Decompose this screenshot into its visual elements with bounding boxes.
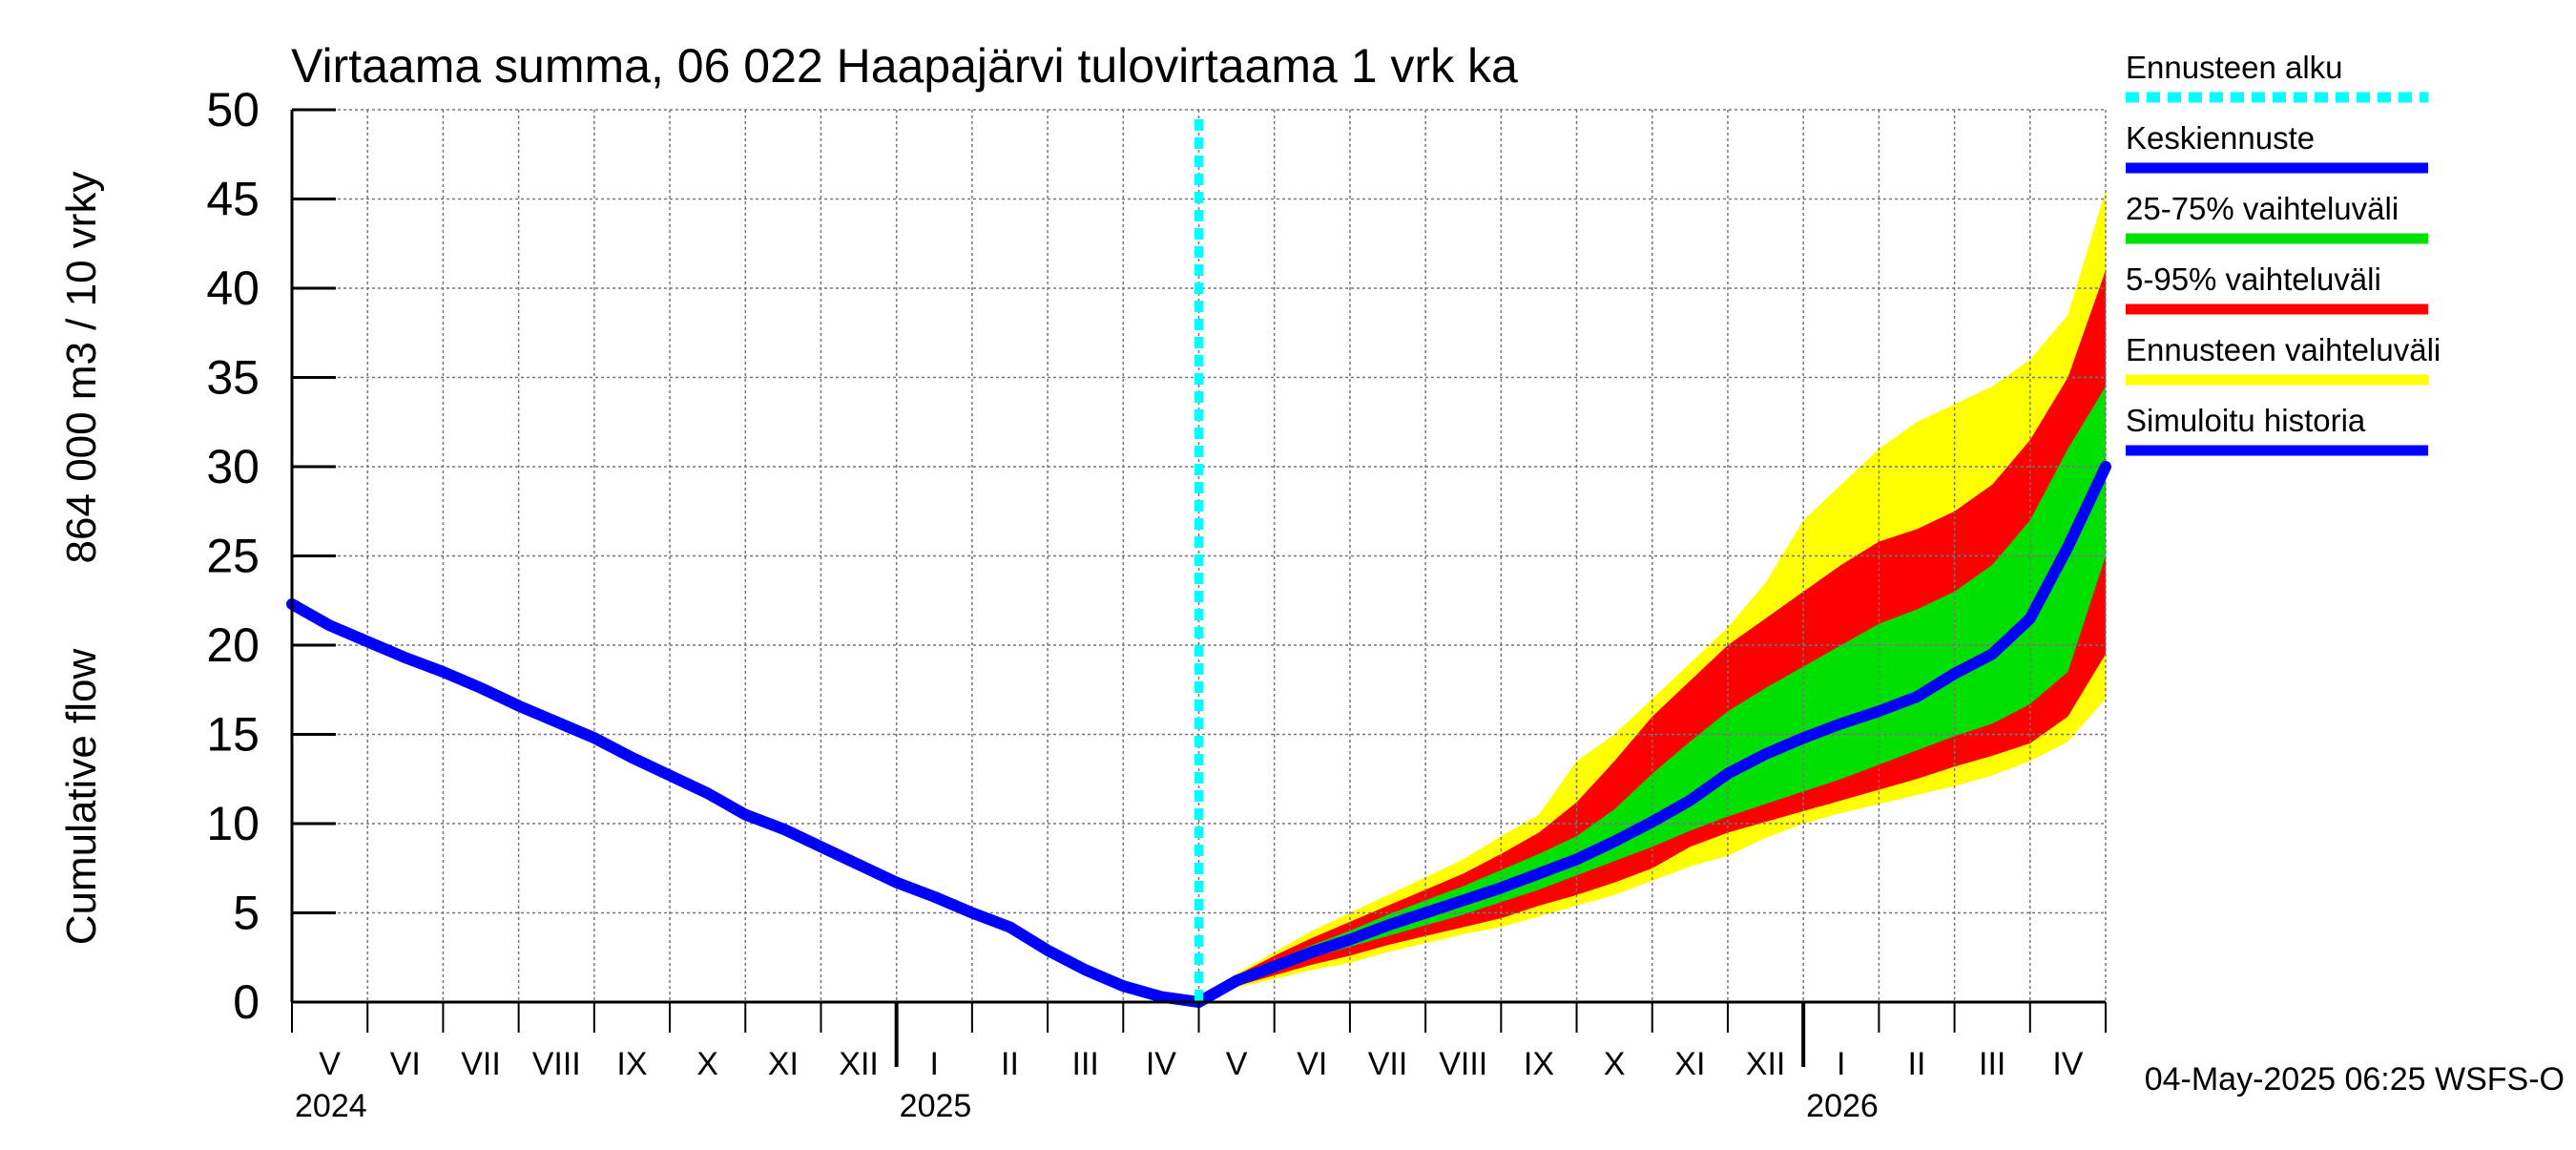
y-tick-label: 20	[206, 618, 260, 672]
month-label: XI	[768, 1046, 799, 1082]
legend-label: Simuloitu historia	[2126, 403, 2366, 438]
month-label: I	[930, 1046, 939, 1082]
legend-label: 25-75% vaihteluväli	[2126, 191, 2399, 226]
y-tick-label: 50	[206, 83, 260, 136]
legend: Ennusteen alku Keskiennuste 25-75% vaihtel…	[2126, 50, 2441, 456]
month-label: X	[1604, 1046, 1626, 1082]
y-axis-label-line2: 864 000 m3 / 10 vrky	[58, 172, 105, 564]
y-tick-label: 30	[206, 440, 260, 493]
y-tick-label: 25	[206, 530, 260, 583]
month-label: IX	[1524, 1046, 1554, 1082]
month-label: VIII	[532, 1046, 581, 1082]
month-label: VII	[461, 1046, 501, 1082]
y-tick-label: 10	[206, 797, 260, 850]
month-label: IV	[2052, 1046, 2083, 1082]
month-label: IX	[616, 1046, 647, 1082]
y-tick-label: 40	[206, 261, 260, 315]
month-label: V	[1226, 1046, 1248, 1082]
year-label: 2024	[295, 1088, 367, 1124]
month-label: IV	[1146, 1046, 1176, 1082]
year-label: 2026	[1806, 1088, 1879, 1124]
month-label: VIII	[1439, 1046, 1487, 1082]
month-label: III	[1072, 1046, 1099, 1082]
month-label: II	[1001, 1046, 1019, 1082]
footer-timestamp: 04-May-2025 06:25 WSFS-O	[2145, 1061, 2565, 1098]
month-label: XI	[1674, 1046, 1705, 1082]
month-label: III	[1979, 1046, 2005, 1082]
y-tick-label: 15	[206, 708, 260, 762]
y-tick-label: 45	[206, 173, 260, 226]
legend-label: Ennusteen vaihteluväli	[2126, 332, 2441, 367]
history-line	[286, 598, 1205, 1008]
month-label: VI	[1297, 1046, 1327, 1082]
month-label: VII	[1368, 1046, 1408, 1082]
month-label: V	[319, 1046, 341, 1082]
month-label: VI	[390, 1046, 421, 1082]
month-label: I	[1837, 1046, 1845, 1082]
month-label: II	[1908, 1046, 1926, 1082]
y-tick-label: 35	[206, 351, 260, 405]
y-tick-label: 5	[233, 887, 260, 940]
legend-label: Keskiennuste	[2126, 120, 2315, 156]
y-tick-label: 0	[233, 975, 260, 1029]
month-label: XII	[839, 1046, 879, 1082]
month-label: X	[696, 1046, 718, 1082]
lines-layer	[286, 119, 2111, 1008]
chart-title: Virtaama summa, 06 022 Haapajärvi tulovi…	[291, 39, 1518, 93]
legend-label: 5-95% vaihteluväli	[2126, 261, 2381, 297]
month-label: XII	[1746, 1046, 1786, 1082]
legend-label: Ennusteen alku	[2126, 50, 2343, 85]
y-axis-label-line1: Cumulative flow	[58, 649, 105, 946]
median-forecast-line	[1193, 461, 2111, 1008]
year-label: 2025	[900, 1088, 972, 1124]
